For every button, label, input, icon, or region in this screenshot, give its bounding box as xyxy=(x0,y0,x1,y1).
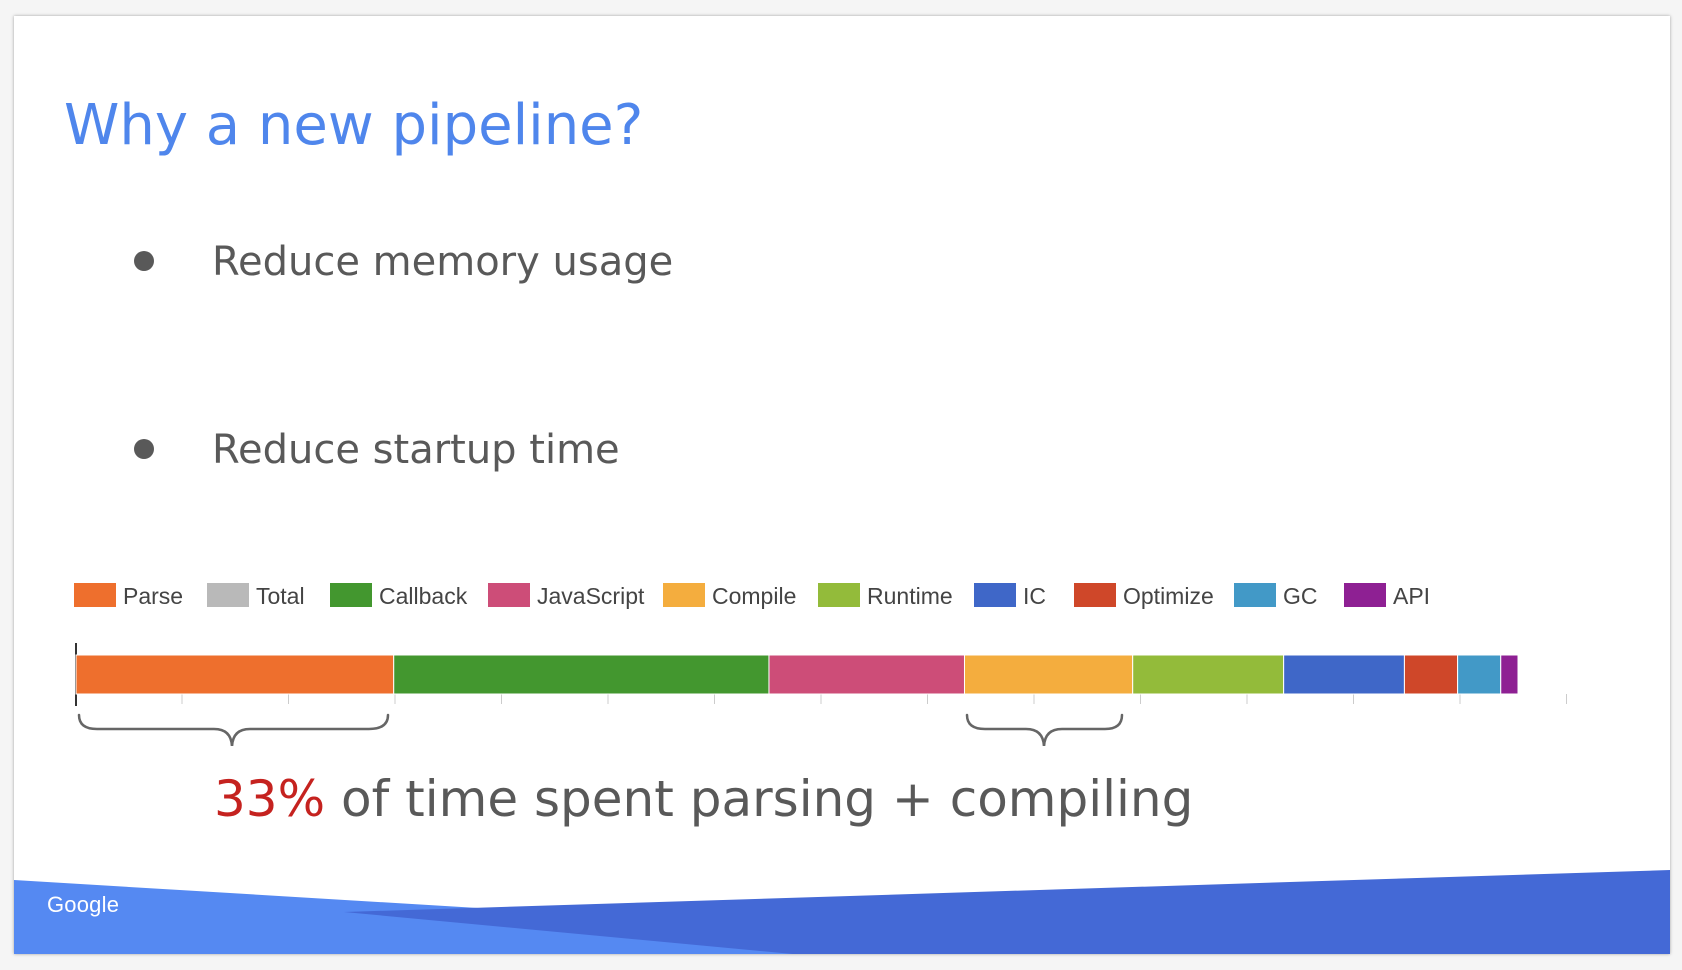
legend-label-total: Total xyxy=(256,583,305,609)
legend-swatch-parse xyxy=(74,583,116,607)
legend-swatch-optimize xyxy=(1074,583,1116,607)
bar-segment-parse xyxy=(75,654,395,695)
bullet-dot-icon xyxy=(134,251,154,271)
bullet-dot-icon xyxy=(134,439,154,459)
legend-swatch-gc xyxy=(1234,583,1276,607)
footer-band-dark xyxy=(344,870,1670,954)
legend-swatch-callback xyxy=(330,583,372,607)
bullet-item: Reduce memory usage xyxy=(134,242,673,282)
legend-swatch-compile xyxy=(663,583,705,607)
bar-segment-optimize xyxy=(1403,654,1459,695)
bar-segment-ic xyxy=(1283,654,1405,695)
legend-swatch-api xyxy=(1344,583,1386,607)
bullet-text: Reduce memory usage xyxy=(212,239,674,285)
chart-bars xyxy=(75,654,1519,695)
bar-segment-gc xyxy=(1457,654,1502,695)
legend-label-api: API xyxy=(1393,583,1430,609)
bar-segment-runtime xyxy=(1132,654,1285,695)
legend-swatch-runtime xyxy=(818,583,860,607)
bar-segment-javascript xyxy=(768,654,965,695)
caption-highlight: 33% xyxy=(214,770,326,828)
legend-label-optimize: Optimize xyxy=(1123,583,1214,609)
legend-label-ic: IC xyxy=(1023,583,1046,609)
legend-label-compile: Compile xyxy=(712,583,796,609)
slide: Why a new pipeline? Reduce memory usage … xyxy=(14,16,1670,954)
slide-title: Why a new pipeline? xyxy=(64,93,644,158)
legend-label-javascript: JavaScript xyxy=(537,583,645,609)
legend-swatch-javascript xyxy=(488,583,530,607)
bar-segment-callback xyxy=(393,654,770,695)
legend-label-parse: Parse xyxy=(123,583,183,609)
footer-band xyxy=(14,870,1670,954)
chart-legend: Parse Total Callback JavaScript Compile Runti… xyxy=(74,583,1430,609)
stacked-bar-chart: Parse Total Callback JavaScript Compile Runti… xyxy=(74,583,1567,746)
legend-label-callback: Callback xyxy=(379,583,468,609)
legend-label-gc: GC xyxy=(1283,583,1318,609)
bullet-item: Reduce startup time xyxy=(134,430,620,470)
caption-text: of time spent parsing + compiling xyxy=(325,770,1194,828)
bar-segment-compile xyxy=(963,654,1134,695)
google-logo: Google xyxy=(47,892,120,917)
bullet-text: Reduce startup time xyxy=(212,427,620,473)
parse-brace-icon xyxy=(77,713,390,746)
legend-swatch-ic xyxy=(974,583,1016,607)
caption: 33% of time spent parsing + compiling xyxy=(214,774,1193,824)
bar-segment-api xyxy=(1500,654,1519,695)
legend-label-runtime: Runtime xyxy=(867,583,953,609)
compile-brace-icon xyxy=(965,713,1124,746)
legend-swatch-total xyxy=(207,583,249,607)
